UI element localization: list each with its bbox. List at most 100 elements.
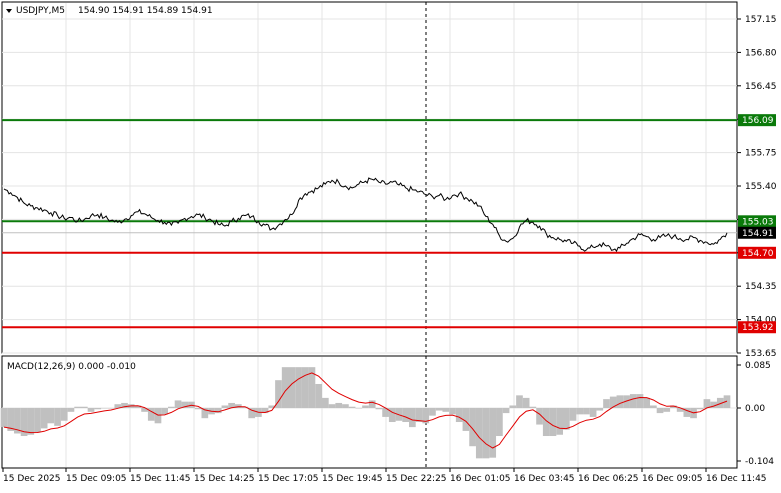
time-label: 15 Dec 11:45: [130, 474, 191, 484]
macd-bar: [703, 399, 711, 408]
symbol-header: USDJPY,M5 154.90 154.91 154.89 154.91: [6, 6, 213, 16]
macd-tick-label: 0.085: [745, 361, 771, 371]
macd-bar: [462, 408, 470, 431]
macd-bar: [275, 380, 282, 408]
macd-bar: [288, 367, 296, 408]
macd-bar: [20, 408, 28, 437]
time-label: 15 Dec 2025: [3, 474, 61, 484]
macd-bar: [636, 394, 644, 408]
macd-bar: [295, 367, 302, 408]
macd-bar: [496, 408, 503, 437]
macd-bar: [663, 408, 671, 412]
price-tick-label: 157.15: [745, 15, 777, 25]
macd-bar: [147, 408, 155, 421]
macd-tick-label: 0.00: [745, 404, 765, 414]
macd-bar: [308, 367, 316, 408]
time-label: 15 Dec 17:05: [258, 474, 319, 484]
level-badge: [738, 215, 776, 228]
macd-bar: [342, 404, 349, 408]
macd-title: MACD(12,26,9) 0.000 -0.010: [7, 362, 136, 372]
level-badge-label: 155.03: [742, 217, 774, 227]
current-price-badge: [738, 226, 776, 239]
macd-bar: [469, 408, 476, 447]
macd-bar: [168, 406, 175, 408]
macd-bar: [301, 367, 309, 408]
macd-bar: [696, 408, 704, 410]
time-axis: 15 Dec 2025 15 Dec 09:05 15 Dec 11:45 15 De…: [2, 468, 767, 484]
time-label: 15 Dec 09:05: [66, 474, 127, 484]
macd-bar: [80, 406, 88, 408]
price-tick-label: 156.80: [745, 48, 777, 58]
macd-bar: [328, 404, 336, 408]
macd-bar: [482, 408, 490, 459]
macd-bar: [549, 408, 557, 437]
macd-bar: [154, 408, 162, 424]
level-lines: [2, 119, 737, 329]
macd-bar: [174, 400, 182, 408]
macd-bar: [134, 405, 142, 408]
price-grid: [2, 3, 737, 354]
macd-bar: [27, 408, 35, 435]
macd-bar: [181, 401, 189, 408]
current-price-label: 154.91: [742, 229, 774, 239]
macd-bar: [449, 408, 456, 415]
level-badge-label: 156.09: [742, 116, 774, 126]
macd-bar: [87, 408, 95, 412]
macd-bar: [603, 399, 610, 408]
macd-bar: [409, 408, 416, 428]
macd-bar: [335, 402, 343, 408]
symbol-label: USDJPY,M5: [16, 6, 65, 16]
macd-bar: [489, 408, 497, 458]
time-label: 16 Dec 11:45: [706, 474, 767, 484]
macd-bar: [716, 397, 724, 408]
macd-bar: [375, 408, 383, 410]
macd-bar: [509, 405, 517, 408]
macd-bar: [268, 405, 276, 408]
macd-tick-label: -0.104: [745, 457, 774, 467]
macd-bar: [348, 406, 356, 408]
macd-bar: [60, 408, 68, 421]
macd-bar: [516, 395, 523, 408]
time-label: 16 Dec 03:45: [514, 474, 575, 484]
macd-bar: [710, 401, 717, 408]
macd-bar: [429, 408, 436, 416]
macd-bar: [114, 404, 122, 408]
level-badge-label: 153.92: [742, 323, 774, 333]
macd-bar: [382, 408, 389, 417]
macd-bar: [234, 404, 242, 408]
time-label: 15 Dec 19:45: [322, 474, 383, 484]
ohlc-values: 154.90 154.91 154.89 154.91: [78, 6, 213, 16]
macd-bar: [502, 408, 510, 414]
macd-bar: [94, 408, 102, 410]
time-label: 16 Dec 06:25: [578, 474, 639, 484]
macd-bar: [101, 408, 108, 409]
price-series-line: [3, 177, 728, 253]
price-tick-label: 154.00: [745, 316, 777, 326]
macd-bar: [54, 408, 61, 426]
macd-bar: [194, 408, 202, 410]
macd-bar: [214, 408, 222, 414]
macd-bar: [683, 408, 691, 417]
macd-bar: [7, 408, 15, 431]
macd-bar: [723, 395, 731, 408]
macd-bar: [643, 397, 651, 408]
macd-bar: [576, 408, 584, 415]
macd-bar: [616, 395, 624, 408]
macd-bar: [121, 402, 128, 408]
macd-bar: [388, 408, 396, 423]
macd-bar: [609, 396, 617, 408]
macd-panel[interactable]: [1, 355, 738, 469]
macd-bar: [74, 406, 81, 408]
macd-bar: [670, 405, 677, 408]
macd-bar: [107, 408, 115, 409]
price-panel[interactable]: [1, 1, 738, 354]
level-badge-label: 154.70: [742, 249, 774, 259]
dropdown-triangle-icon[interactable]: [6, 9, 12, 13]
macd-bar: [248, 408, 256, 419]
macd-bar: [47, 408, 55, 424]
macd-bar: [261, 408, 269, 414]
price-tick-label: 154.35: [745, 282, 777, 292]
macd-bar: [629, 394, 637, 408]
macd-bar: [536, 408, 543, 425]
